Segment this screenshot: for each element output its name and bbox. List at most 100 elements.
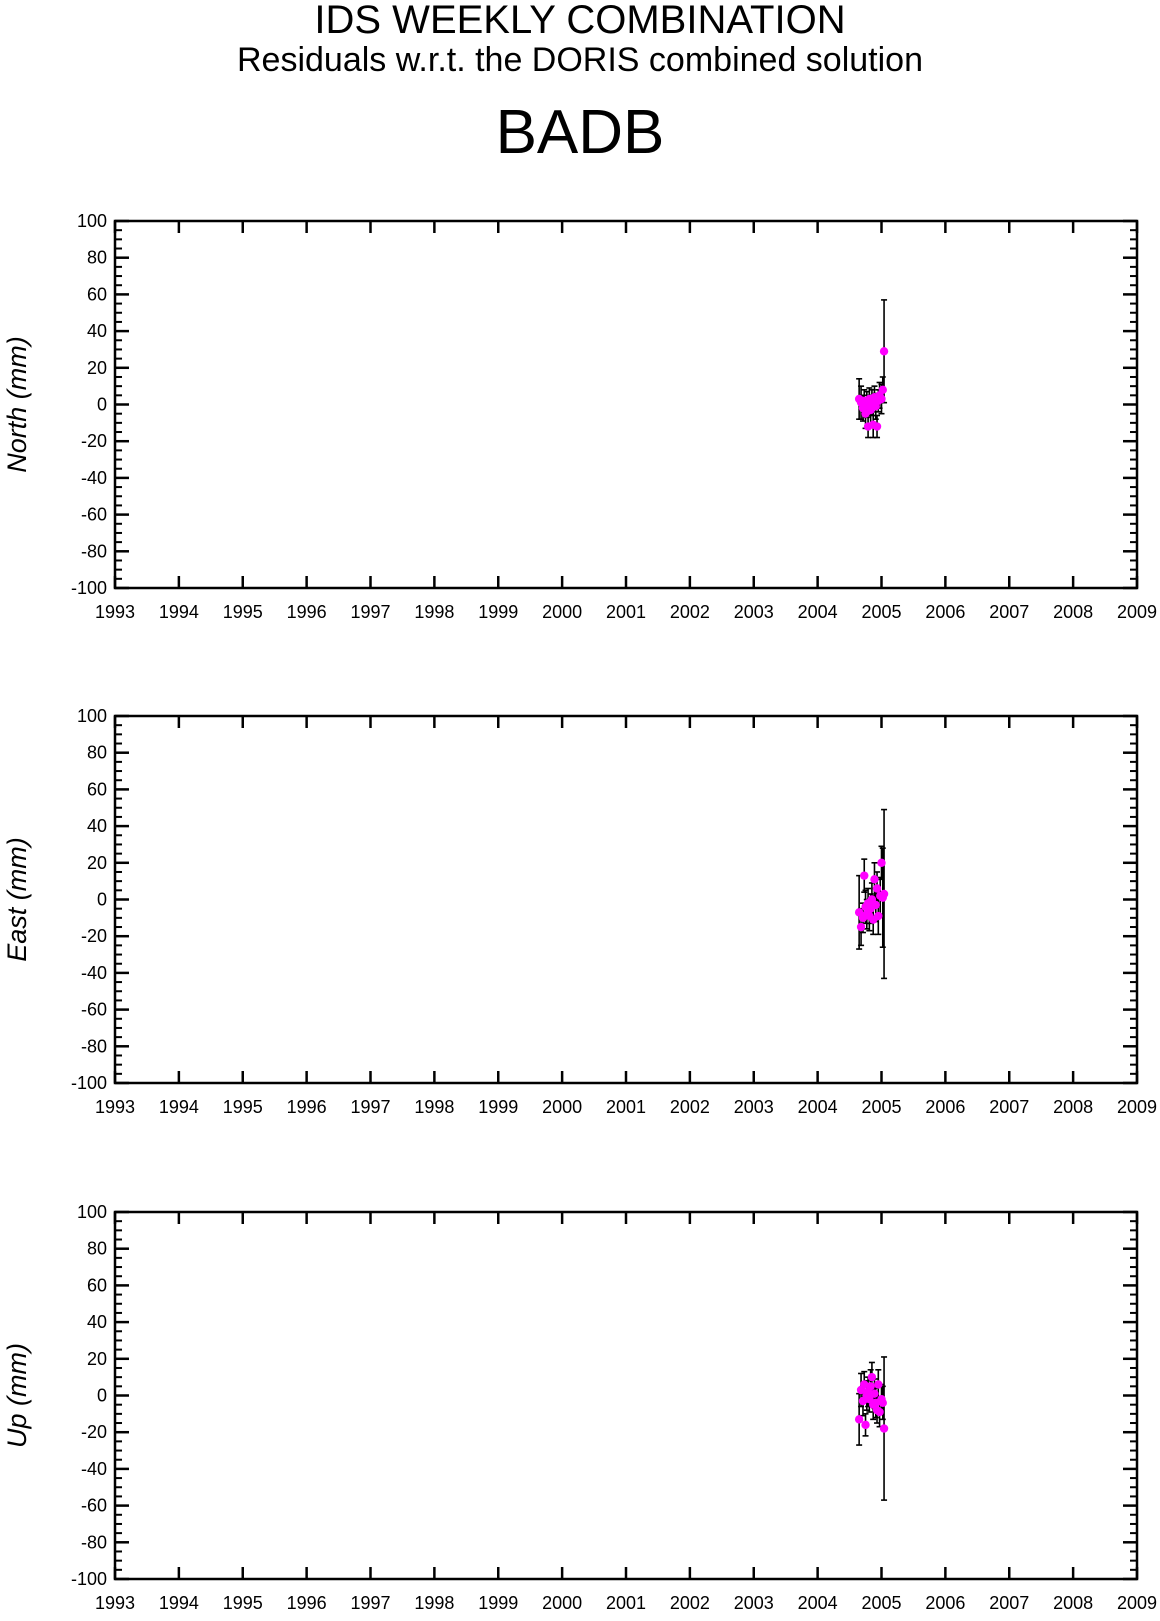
x-tick-label: 2006 [925, 602, 965, 622]
y-tick-label: -80 [81, 1036, 107, 1056]
x-tick-label: 2001 [606, 1593, 646, 1613]
y-tick-label: 60 [87, 779, 107, 799]
x-tick-label: 1995 [223, 1593, 263, 1613]
y-tick-label: -40 [81, 963, 107, 983]
x-tick-label: 2004 [798, 602, 838, 622]
x-tick-label: 2007 [989, 1593, 1029, 1613]
y-tick-label: 100 [77, 211, 107, 231]
x-tick-label: 2007 [989, 1097, 1029, 1117]
plot-frame [113, 714, 1139, 1085]
x-tick-label: 2007 [989, 602, 1029, 622]
x-tick-label: 1998 [414, 1097, 454, 1117]
data-point [877, 394, 886, 404]
data-point [870, 1389, 879, 1398]
data-point [874, 911, 883, 921]
y-tick-label: -20 [81, 431, 107, 451]
y-tick-label: 40 [87, 321, 107, 341]
y-tick-label: -60 [81, 505, 107, 525]
data-point [878, 1398, 887, 1408]
x-tick-label: 1999 [478, 1097, 518, 1117]
y-tick-label: 20 [87, 853, 107, 873]
x-tick-label: 1994 [159, 1593, 199, 1613]
y-tick-label: 0 [97, 395, 107, 415]
y-tick-label: -60 [81, 1496, 107, 1516]
data-point [878, 385, 887, 395]
y-tick-label: 0 [97, 890, 107, 910]
y-tick-label: -100 [71, 578, 107, 598]
x-tick-label: 2008 [1053, 1097, 1093, 1117]
data-point [860, 1380, 869, 1389]
x-tick-label: 2000 [542, 1593, 582, 1613]
data-point [874, 1380, 883, 1389]
x-tick-label: 2001 [606, 1097, 646, 1117]
x-tick-label: 1994 [159, 1097, 199, 1117]
y-tick-label: 80 [87, 743, 107, 763]
x-tick-label: 2009 [1117, 1593, 1157, 1613]
y-tick-label: 80 [87, 248, 107, 268]
chart-subtitle: Residuals w.r.t. the DORIS combined solu… [237, 41, 923, 79]
y-tick-label: 0 [97, 1386, 107, 1406]
y-tick-label: -80 [81, 1532, 107, 1552]
plot-panel-2: 1993 1994 1995 1996 1997 1998 1999 2000 2001 2002… [2, 706, 1157, 1117]
y-axis-label: Up (mm) [2, 1343, 32, 1448]
y-tick-label: 60 [87, 1275, 107, 1295]
y-tick-label: 100 [77, 1202, 107, 1222]
data-point [872, 422, 882, 431]
x-tick-label: 2004 [798, 1097, 838, 1117]
x-tick-label: 2008 [1053, 602, 1093, 622]
data-point [879, 347, 889, 356]
x-tick-label: 1999 [478, 602, 518, 622]
y-tick-label: 40 [87, 1312, 107, 1332]
y-tick-label: -20 [81, 1422, 107, 1442]
x-tick-label: 1993 [95, 1593, 135, 1613]
x-tick-label: 1995 [223, 602, 263, 622]
x-tick-label: 2005 [861, 1097, 901, 1117]
x-tick-label: 2002 [670, 1097, 710, 1117]
x-tick-label: 1993 [95, 1097, 135, 1117]
x-tick-label: 2005 [861, 1593, 901, 1613]
x-tick-label: 1997 [350, 1593, 390, 1613]
data-point [856, 922, 866, 932]
x-tick-label: 1996 [287, 1593, 327, 1613]
y-axis-label: North (mm) [2, 336, 32, 473]
data-point [867, 1372, 877, 1382]
x-tick-label: 2009 [1117, 602, 1157, 622]
x-tick-label: 2001 [606, 602, 646, 622]
data-point [860, 871, 869, 880]
station-name: BADB [495, 98, 665, 167]
x-tick-label: 1997 [350, 1097, 390, 1117]
x-tick-label: 2003 [734, 1097, 774, 1117]
y-tick-label: 40 [87, 816, 107, 836]
data-point [866, 1382, 875, 1391]
x-tick-label: 2009 [1117, 1097, 1157, 1117]
plot-frame [113, 1210, 1139, 1581]
y-tick-label: -40 [81, 1459, 107, 1479]
x-tick-label: 2005 [861, 602, 901, 622]
x-tick-label: 1994 [159, 602, 199, 622]
y-tick-label: 80 [87, 1239, 107, 1259]
plot-panel-3: 1993 1994 1995 1996 1997 1998 1999 2000 2001 2002… [2, 1202, 1157, 1613]
x-tick-label: 2002 [670, 1593, 710, 1613]
x-tick-label: 2002 [670, 602, 710, 622]
chart-title: IDS WEEKLY COMBINATION [314, 0, 846, 42]
x-tick-label: 1998 [414, 602, 454, 622]
x-tick-label: 1998 [414, 1593, 454, 1613]
y-tick-label: 60 [87, 284, 107, 304]
y-tick-label: -80 [81, 541, 107, 561]
y-tick-label: -20 [81, 926, 107, 946]
plot-panel-1: 1993 1994 1995 1996 1997 1998 1999 2000 2001 2002… [2, 211, 1157, 622]
x-tick-label: 2003 [734, 1593, 774, 1613]
y-tick-label: -100 [71, 1073, 107, 1093]
x-tick-label: 1996 [287, 602, 327, 622]
x-tick-label: 2006 [925, 1593, 965, 1613]
x-tick-label: 2008 [1053, 1593, 1093, 1613]
x-tick-label: 1995 [223, 1097, 263, 1117]
data-point [879, 1424, 889, 1433]
x-tick-label: 2000 [542, 1097, 582, 1117]
y-tick-label: -40 [81, 468, 107, 488]
y-tick-label: 20 [87, 1349, 107, 1369]
y-tick-label: 20 [87, 358, 107, 378]
x-tick-label: 2003 [734, 602, 774, 622]
y-tick-label: 100 [77, 706, 107, 726]
